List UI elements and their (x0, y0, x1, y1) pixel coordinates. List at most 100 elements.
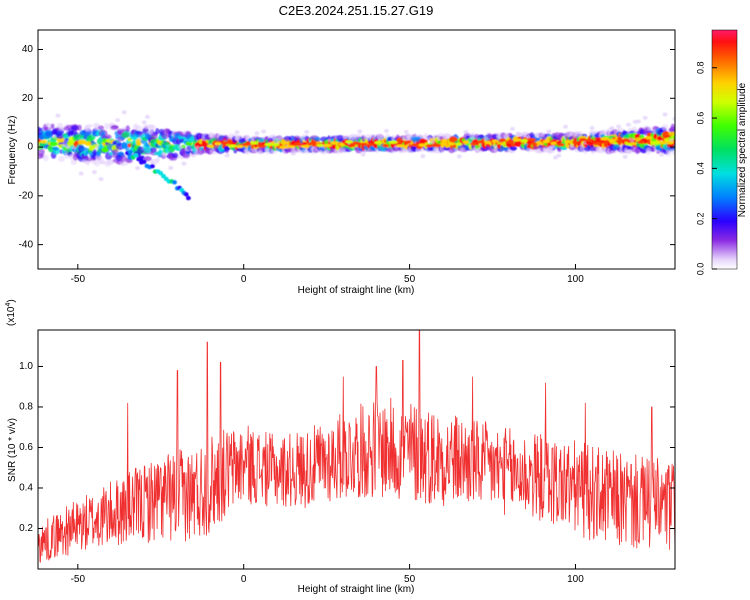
spectrogram-cell (425, 144, 434, 148)
spectrogram-cell (642, 115, 648, 120)
spectrogram-cell (672, 116, 675, 121)
spectrogram-cell (155, 127, 160, 135)
spectrogram-cell (86, 134, 96, 141)
spectrogram-cell (549, 145, 555, 150)
spectrogram-cell (622, 138, 631, 142)
spectrogram-cell (38, 126, 41, 133)
spectrogram-cell (183, 192, 189, 197)
spectrogram-cell (607, 138, 616, 142)
spectrogram-cell (261, 129, 267, 134)
spectrogram-cell (76, 124, 82, 131)
spectrogram-y-ticks: -40 -20 0 20 40 (19, 44, 675, 250)
spectrogram-y-axis-label: Frequency (Hz) (7, 116, 18, 185)
spectrogram-cell (647, 126, 653, 132)
spectrogram-cell (224, 153, 230, 158)
spectrogram-cell (214, 141, 222, 146)
spectrogram-cell (52, 134, 58, 139)
y-tick-label: 0.8 (19, 402, 33, 413)
spectrogram-cell (58, 127, 64, 132)
spectrogram-cell (382, 144, 390, 148)
spectrogram-cell (308, 141, 317, 146)
spectrogram-cell (121, 131, 130, 139)
spectrogram-cell (357, 129, 363, 134)
x-tick-label: -50 (71, 574, 86, 585)
spectrogram-cell (135, 125, 143, 132)
spectrogram-cell (250, 141, 259, 145)
spectrogram-cell (615, 139, 623, 143)
spectrogram-cell (148, 130, 154, 135)
spectrogram-cell (539, 132, 545, 137)
spectrogram-cell (254, 131, 260, 136)
x-tick-label: 50 (404, 274, 416, 285)
spectrogram-cell (469, 132, 477, 141)
colorbar-ramp (711, 29, 738, 270)
spectrogram-cell (671, 150, 675, 156)
spectrogram-cell (99, 156, 105, 165)
spectrogram-cell (491, 139, 499, 143)
spectrogram-cell (675, 131, 680, 137)
spectrogram-cell (149, 124, 155, 132)
spectrogram-cell (39, 139, 47, 144)
colorbar-tick-label: 0.4 (695, 162, 705, 175)
spectrogram-cell (286, 145, 295, 149)
spectrogram-cell (533, 145, 539, 150)
colorbar-tick-label: 0.0 (695, 263, 705, 276)
spectrogram-cell (158, 170, 164, 176)
spectrogram-cell (251, 148, 257, 153)
spectrogram-cell (574, 147, 579, 153)
spectrogram-cell (433, 146, 439, 151)
spectrogram-cell (470, 142, 477, 146)
spectrogram-marks (38, 110, 680, 201)
spectrogram-cell (411, 143, 419, 147)
spectrogram-cell (45, 130, 53, 138)
spectrogram-cell (153, 151, 162, 156)
spectrogram-cell (65, 145, 71, 150)
spectrogram-cell (403, 140, 412, 144)
spectrogram-cell (121, 110, 127, 115)
spectrogram-cell (668, 131, 675, 136)
spectrogram-cell (662, 112, 668, 117)
snr-scale-label: (x104) (5, 299, 17, 326)
spectrogram-cell (418, 143, 426, 147)
spectrogram-cell (447, 142, 456, 146)
spectrogram-cell (661, 124, 669, 131)
spectrogram-cell (111, 149, 119, 156)
spectrogram-cell (81, 155, 89, 160)
spectrogram-cell (483, 136, 489, 141)
snr-y-axis-label: SNR (10 * v/v) (7, 418, 18, 482)
spectrogram-x-ticks: -50 0 50 100 (71, 264, 584, 285)
snr-x-ticks: -50 0 50 100 (71, 564, 584, 585)
spectrogram-cell (81, 159, 87, 164)
spectrogram-cell (383, 128, 389, 133)
x-tick-label: 0 (241, 274, 247, 285)
spectrogram-cell (368, 143, 375, 147)
colorbar-tick-label: 0.2 (695, 212, 705, 225)
spectrogram-cell (563, 124, 569, 129)
spectrogram-cell (645, 147, 652, 155)
spectrogram-cell (476, 140, 485, 144)
spectrogram-cell (374, 140, 383, 145)
spectrogram-cell (91, 170, 97, 175)
spectrogram-cell (316, 143, 324, 147)
spectrogram-cell (666, 141, 674, 145)
spectrogram-cell (609, 126, 615, 131)
x-tick-label: 50 (404, 574, 416, 585)
spectrogram-cell (104, 122, 109, 130)
spectrogram-cell (92, 148, 97, 156)
spectrogram-cell (279, 145, 288, 149)
spectrogram-cell (658, 141, 668, 145)
snr-scale-exponent: 4 (5, 303, 12, 307)
spectrogram-cell (290, 151, 296, 156)
spectrogram-cell (527, 138, 536, 142)
spectrogram-cell (105, 134, 112, 140)
spectrogram-cell (155, 157, 161, 163)
spectrogram-cell (509, 146, 518, 151)
spectrogram-cell (542, 139, 551, 144)
spectrogram-cell (111, 125, 119, 129)
spectrogram-cell (178, 144, 184, 149)
spectrogram-cell (161, 152, 167, 157)
y-tick-label: 20 (22, 93, 34, 104)
spectrogram-cell (151, 132, 158, 140)
spectrogram-cell (186, 195, 191, 201)
spectrogram-cell (101, 147, 108, 153)
